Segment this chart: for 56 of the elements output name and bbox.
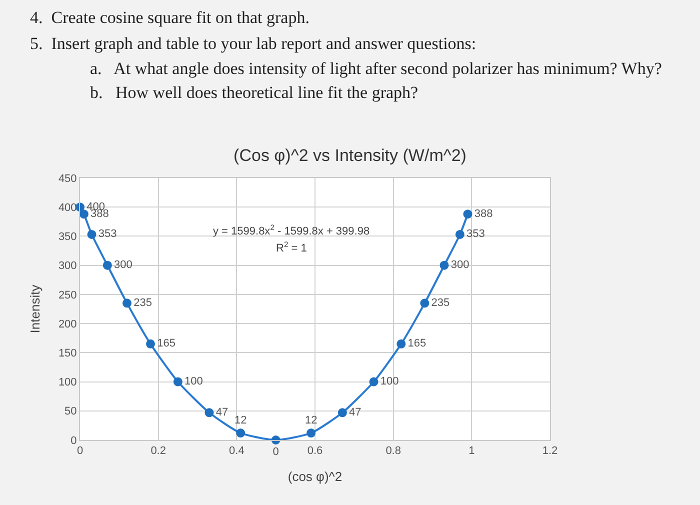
data-label: 388	[474, 208, 493, 220]
y-tick-label: 250	[58, 289, 77, 302]
x-axis-title: (cos φ)^2	[288, 468, 342, 484]
text: b. How well does theoretical line fit the graph?	[90, 83, 418, 102]
point	[306, 428, 316, 438]
y-tick-label: 350	[58, 231, 77, 244]
data-label: 300	[450, 259, 470, 272]
data-label: 165	[157, 338, 176, 350]
y-tick-label: 0	[70, 434, 77, 447]
point	[455, 230, 464, 239]
data-label: 235	[431, 296, 450, 309]
x-tick-label: 1.2	[542, 445, 558, 458]
annotation: y = 1599.8x$^{2}$ - 1599.8x + 399.98	[213, 223, 370, 238]
point	[146, 339, 155, 348]
y-tick-label: 450	[58, 172, 77, 185]
data-label: 12	[304, 414, 318, 427]
y-tick-label: 100	[58, 376, 77, 389]
chart-title: (Cos φ)^2 vs Intensity (W/m^2)	[234, 146, 466, 165]
data-label: 100	[380, 376, 399, 388]
point	[204, 408, 214, 418]
y-tick-label: 300	[58, 260, 77, 272]
text: 5. Insert graph and table to your lab report and answer questions:	[30, 34, 476, 53]
data-label: 47	[216, 406, 228, 418]
data-label: 12	[234, 414, 247, 427]
point	[102, 260, 112, 270]
x-tick-label: 0.6	[307, 445, 323, 458]
data-label: 100	[184, 376, 203, 388]
point	[420, 298, 430, 308]
point	[87, 230, 96, 239]
point	[396, 339, 406, 348]
point	[440, 260, 449, 270]
point	[338, 408, 347, 418]
point	[79, 210, 88, 219]
data-label: 300	[114, 259, 132, 272]
x-tick-label: 0.4	[229, 445, 244, 458]
data-label: 353	[466, 228, 485, 240]
y-tick-label: 200	[58, 318, 77, 330]
x-tick-label: 1	[468, 445, 475, 458]
y-tick-label: 400	[58, 202, 77, 214]
point	[173, 377, 182, 386]
point	[369, 377, 378, 386]
point	[236, 428, 246, 438]
data-label: 47	[349, 406, 362, 418]
y-tick-label: 150	[58, 348, 77, 360]
annotation: R$^{2}$ = 1	[276, 240, 307, 255]
text: 4. Create cosine square fit on that graph.	[30, 8, 310, 27]
x-tick-label: 0.8	[386, 445, 401, 458]
data-label: 165	[408, 338, 426, 350]
data-label: 235	[134, 296, 152, 309]
point	[463, 210, 472, 219]
text: a. At what angle does intensity of light after second polarizer has minimum? Why?	[90, 59, 662, 78]
x-tick-label: 0.2	[150, 445, 166, 458]
data-label: 353	[98, 228, 117, 240]
y-axis-title: Intensity	[27, 284, 42, 334]
y-tick-label: 50	[64, 406, 77, 418]
point	[122, 298, 132, 308]
